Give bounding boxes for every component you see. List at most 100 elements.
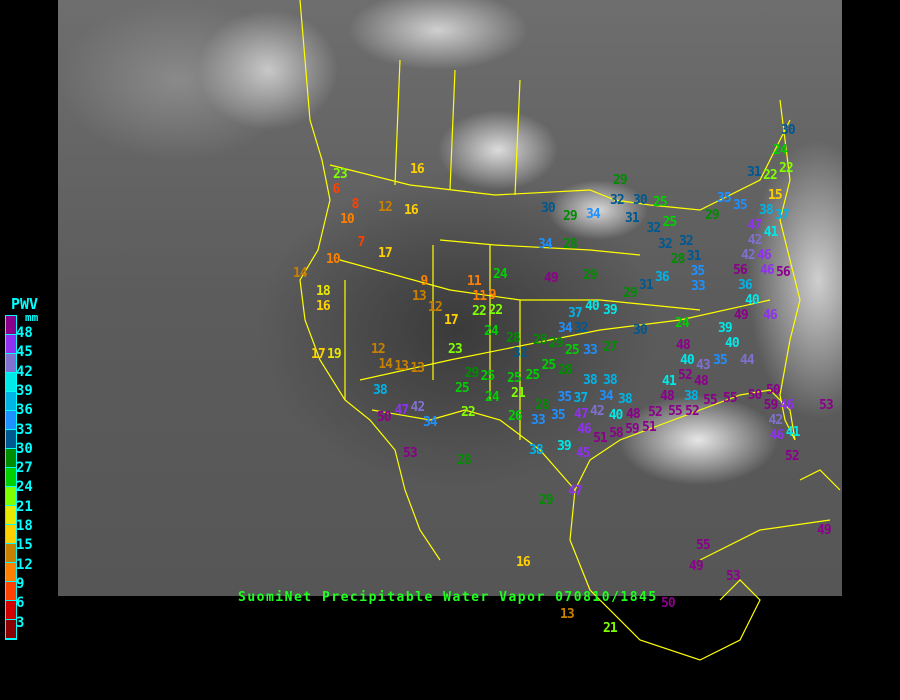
station-pwv-value: 25 (480, 368, 496, 384)
canada-province-line-3 (514, 79, 521, 196)
state-lines-2 (359, 299, 771, 381)
station-pwv-value: 46 (769, 427, 785, 443)
legend-label: 48 (16, 325, 33, 341)
station-pwv-value: 10 (340, 211, 355, 227)
station-pwv-value: 32 (646, 220, 662, 236)
station-pwv-value: 16 (516, 554, 531, 570)
station-pwv-value: 24 (675, 315, 690, 331)
station-pwv-value: 25 (565, 342, 580, 358)
station-pwv-value: 24 (484, 323, 499, 339)
legend-swatch (6, 487, 16, 506)
station-pwv-value: 49 (689, 558, 704, 574)
station-pwv-value: 28 (506, 331, 521, 346)
station-pwv-value: 32 (679, 234, 694, 249)
station-pwv-value: 55 (668, 404, 683, 420)
station-pwv-value: 16 (410, 161, 425, 177)
station-pwv-value: 29 (464, 365, 480, 381)
station-pwv-value: 48 (694, 373, 709, 389)
station-pwv-value: 13 (560, 606, 575, 622)
station-pwv-value: 12 (378, 199, 393, 215)
station-pwv-value: 15 (768, 188, 783, 204)
station-pwv-value: 29 (583, 267, 598, 283)
station-pwv-value: 7 (357, 234, 366, 250)
station-pwv-value: 13 (412, 289, 427, 304)
legend-label: 3 (16, 614, 25, 631)
station-pwv-value: 25 (662, 214, 678, 230)
station-pwv-value: 40 (745, 293, 760, 309)
legend-swatch (6, 335, 16, 354)
station-pwv-value: 17 (444, 312, 459, 328)
station-pwv-value: 32 (513, 346, 528, 361)
satellite-image (58, 0, 842, 596)
station-pwv-value: 28 (533, 332, 548, 348)
station-pwv-value: 46 (577, 421, 592, 437)
station-pwv-value: 51 (642, 419, 657, 435)
station-pwv-value: 55 (703, 392, 718, 408)
legend-label: 27 (16, 460, 33, 477)
station-pwv-value: 42 (741, 248, 756, 264)
station-pwv-value: 52 (648, 404, 663, 420)
station-pwv-value: 41 (763, 224, 779, 240)
station-pwv-value: 35 (713, 352, 728, 368)
legend-swatch (6, 354, 16, 373)
station-pwv-value: 50 (661, 595, 676, 611)
station-pwv-value: 33 (583, 342, 598, 358)
legend-swatch (6, 449, 16, 468)
station-pwv-value: 10 (326, 251, 341, 267)
station-pwv-value: 37 (775, 207, 790, 223)
station-pwv-value: 46 (760, 263, 775, 279)
canada-province-line-2 (449, 69, 456, 191)
station-pwv-value: 39 (603, 302, 618, 318)
station-pwv-value: 38 (759, 203, 774, 219)
station-pwv-value: 25 (525, 367, 541, 383)
legend-swatch (6, 525, 16, 544)
station-pwv-value: 29 (539, 492, 554, 508)
station-pwv-value: 30 (633, 192, 648, 208)
legend-label: 24 (16, 479, 33, 496)
station-pwv-value: 56 (776, 264, 791, 280)
station-pwv-value: 48 (626, 407, 641, 423)
station-pwv-value: 49 (817, 522, 832, 538)
west-coast (299, 0, 441, 561)
station-pwv-value: 59 (625, 422, 640, 438)
station-pwv-value: 35 (690, 264, 706, 279)
caribbean (699, 519, 831, 561)
legend-swatch (6, 430, 16, 449)
mexico-coast (569, 489, 761, 661)
station-pwv-value: 14 (378, 357, 393, 372)
station-pwv-value: 18 (316, 284, 331, 299)
station-pwv-value: 16 (316, 299, 331, 314)
station-pwv-value: 11 (467, 274, 482, 290)
station-pwv-value: 40 (680, 352, 695, 368)
station-pwv-value: 34 (423, 414, 438, 430)
gulf-coast (574, 99, 801, 491)
station-pwv-value: 41 (785, 424, 801, 440)
station-pwv-value: 48 (660, 389, 675, 405)
station-pwv-value: 46 (779, 397, 795, 413)
station-pwv-value: 35 (551, 407, 566, 423)
legend-swatch (6, 411, 16, 430)
station-pwv-value: 34 (558, 320, 573, 336)
caribbean-2 (799, 469, 841, 491)
station-pwv-value: 47 (568, 483, 583, 499)
station-pwv-value: 51 (593, 430, 608, 446)
station-pwv-value: 24 (485, 389, 500, 405)
station-pwv-value: 53 (726, 568, 741, 584)
station-pwv-value: 22 (461, 404, 476, 420)
station-pwv-value: 49 (544, 270, 559, 286)
station-pwv-value: 49 (734, 308, 749, 324)
station-pwv-value: 41 (662, 374, 677, 390)
station-pwv-value: 25 (541, 357, 557, 373)
legend-title: PWV (11, 295, 39, 313)
station-pwv-value: 40 (585, 298, 600, 314)
legend-swatch (6, 506, 16, 525)
legend-label: 15 (16, 537, 33, 554)
legend-swatch (6, 373, 16, 392)
station-pwv-value: 29 (705, 207, 720, 223)
station-pwv-value: 34 (599, 389, 614, 404)
station-pwv-value: 6 (332, 181, 341, 197)
station-pwv-value: 22 (763, 167, 778, 183)
station-pwv-value: 35 (717, 190, 732, 206)
station-pwv-value: 43 (696, 357, 711, 373)
station-pwv-value: 8 (351, 196, 360, 212)
